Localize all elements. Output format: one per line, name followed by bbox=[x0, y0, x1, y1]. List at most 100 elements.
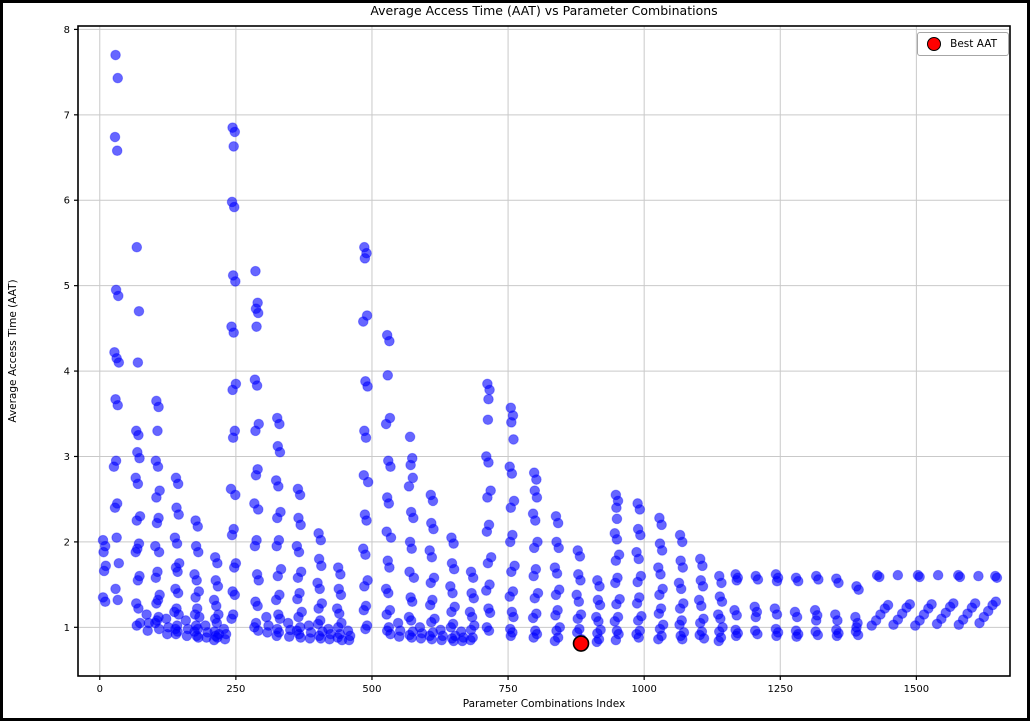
data-point bbox=[676, 536, 688, 548]
data-point bbox=[593, 616, 604, 627]
data-point bbox=[141, 609, 152, 620]
y-axis-label: Average Access Time (AAT) bbox=[7, 279, 19, 423]
data-point bbox=[292, 593, 303, 605]
data-point bbox=[131, 515, 143, 526]
data-point bbox=[696, 600, 707, 612]
data-point bbox=[360, 623, 371, 635]
data-point bbox=[731, 575, 743, 586]
data-point bbox=[130, 546, 142, 558]
data-point bbox=[270, 594, 282, 606]
data-point bbox=[550, 589, 562, 601]
data-point bbox=[133, 603, 144, 614]
data-point bbox=[150, 572, 162, 584]
data-point bbox=[529, 592, 541, 604]
data-point bbox=[406, 543, 418, 555]
y-tick-label: 5 bbox=[64, 281, 70, 292]
data-point bbox=[358, 604, 370, 616]
data-point bbox=[954, 571, 966, 583]
data-point bbox=[405, 459, 416, 471]
data-point bbox=[550, 610, 561, 621]
data-point bbox=[653, 608, 665, 619]
x-tick-label: 750 bbox=[499, 684, 518, 695]
data-point bbox=[716, 577, 727, 589]
data-point bbox=[98, 565, 110, 577]
data-point bbox=[393, 631, 405, 643]
data-point bbox=[110, 583, 121, 595]
data-point bbox=[813, 574, 824, 585]
data-point bbox=[505, 502, 517, 514]
data-point bbox=[384, 562, 395, 573]
y-tick-label: 7 bbox=[64, 110, 70, 121]
data-point bbox=[572, 613, 584, 625]
data-point bbox=[504, 591, 516, 602]
data-point bbox=[611, 513, 623, 525]
data-point bbox=[251, 321, 262, 332]
data-point bbox=[212, 557, 223, 569]
x-tick-label: 1500 bbox=[904, 684, 929, 695]
data-point bbox=[508, 434, 519, 445]
data-point bbox=[131, 241, 143, 253]
data-point bbox=[406, 632, 418, 643]
data-point bbox=[190, 592, 201, 603]
data-point bbox=[112, 399, 124, 411]
data-point bbox=[151, 517, 163, 529]
data-point bbox=[892, 569, 904, 581]
data-point bbox=[656, 519, 667, 531]
data-point bbox=[315, 534, 327, 546]
data-point bbox=[591, 636, 603, 648]
data-point bbox=[574, 551, 586, 562]
data-point bbox=[312, 618, 324, 630]
data-point bbox=[271, 512, 283, 524]
data-point bbox=[466, 611, 478, 623]
data-point bbox=[358, 469, 370, 481]
data-point bbox=[252, 504, 264, 515]
data-point bbox=[408, 512, 419, 524]
data-point bbox=[810, 615, 822, 626]
data-point bbox=[295, 632, 306, 643]
data-point bbox=[752, 574, 764, 585]
data-point bbox=[132, 575, 144, 586]
data-point bbox=[359, 253, 371, 264]
data-point bbox=[249, 540, 261, 552]
data-point bbox=[853, 584, 864, 596]
data-point bbox=[812, 629, 824, 641]
data-point bbox=[252, 307, 264, 319]
data-point bbox=[792, 575, 804, 587]
data-point bbox=[385, 628, 396, 640]
data-point bbox=[131, 620, 143, 631]
data-point bbox=[192, 521, 204, 532]
data-point bbox=[483, 457, 494, 468]
data-point bbox=[229, 589, 241, 601]
data-point bbox=[180, 615, 192, 626]
data-point bbox=[171, 538, 183, 549]
data-point bbox=[252, 600, 263, 612]
data-point bbox=[272, 570, 284, 582]
data-point bbox=[228, 562, 240, 573]
data-point bbox=[424, 599, 436, 611]
data-point bbox=[448, 635, 459, 647]
data-point bbox=[314, 583, 326, 595]
data-point bbox=[226, 529, 238, 541]
data-point bbox=[208, 634, 220, 646]
data-point bbox=[575, 575, 586, 586]
data-point bbox=[383, 587, 394, 599]
data-point bbox=[230, 276, 241, 287]
data-point bbox=[833, 577, 844, 589]
data-point bbox=[611, 598, 622, 610]
data-point bbox=[108, 461, 120, 473]
data-point bbox=[634, 504, 646, 515]
data-point bbox=[506, 417, 517, 428]
x-tick-label: 250 bbox=[226, 684, 245, 695]
data-point bbox=[609, 616, 621, 627]
data-point bbox=[335, 589, 347, 601]
data-point bbox=[674, 603, 686, 614]
data-point bbox=[210, 600, 222, 612]
data-point bbox=[132, 478, 144, 490]
data-point bbox=[831, 630, 843, 642]
data-point bbox=[383, 498, 395, 509]
data-point bbox=[611, 502, 622, 514]
data-point bbox=[380, 418, 392, 430]
data-point bbox=[109, 131, 121, 143]
data-point bbox=[227, 384, 238, 396]
